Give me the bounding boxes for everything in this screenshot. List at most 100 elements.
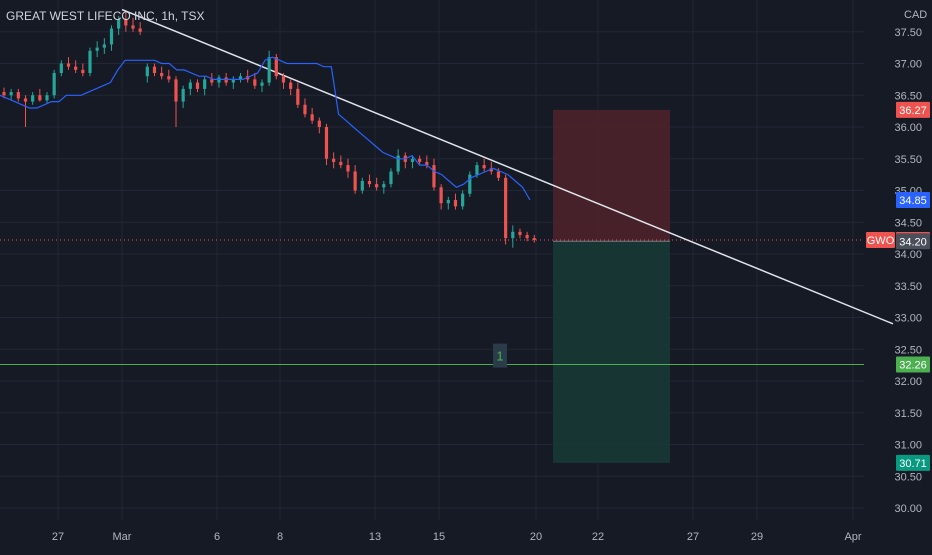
- candle[interactable]: [9, 88, 13, 101]
- candle[interactable]: [382, 180, 386, 194]
- candle[interactable]: [489, 161, 493, 175]
- candle[interactable]: [195, 79, 200, 93]
- overlay-line[interactable]: [0, 56, 531, 201]
- candle[interactable]: [289, 79, 293, 96]
- candle-body: [367, 180, 372, 185]
- take-profit-zone[interactable]: [553, 241, 670, 463]
- y-tick-label: 30.00: [894, 503, 922, 515]
- candle[interactable]: [418, 155, 422, 166]
- candle[interactable]: [310, 107, 314, 124]
- candle[interactable]: [160, 66, 164, 80]
- x-tick-label: 8: [277, 531, 283, 543]
- candle[interactable]: [16, 88, 20, 102]
- candle[interactable]: [504, 174, 508, 245]
- y-tick-label: 32.00: [894, 376, 922, 388]
- candle[interactable]: [66, 57, 71, 70]
- candle[interactable]: [482, 158, 486, 172]
- candle[interactable]: [131, 17, 135, 32]
- candle[interactable]: [217, 74, 221, 88]
- candle-body: [217, 77, 221, 83]
- candle[interactable]: [267, 50, 271, 86]
- candles[interactable]: [2, 12, 536, 248]
- candle-body: [145, 66, 149, 77]
- candle[interactable]: [59, 60, 63, 77]
- candle[interactable]: [253, 73, 257, 89]
- candle[interactable]: [532, 234, 536, 243]
- reference-lines[interactable]: 1: [0, 8, 894, 368]
- candle[interactable]: [432, 158, 436, 191]
- candle[interactable]: [167, 69, 171, 83]
- candle[interactable]: [188, 79, 192, 96]
- candle[interactable]: [31, 92, 35, 105]
- candle[interactable]: [124, 12, 128, 32]
- chart-title[interactable]: GREAT WEST LIFECO INC, 1h, TSX: [6, 9, 205, 23]
- candle[interactable]: [468, 171, 472, 197]
- candle[interactable]: [117, 15, 121, 35]
- candle[interactable]: [296, 82, 300, 108]
- candle[interactable]: [410, 155, 415, 169]
- candle[interactable]: [360, 177, 364, 194]
- candle-body: [432, 165, 436, 188]
- candle[interactable]: [281, 73, 286, 89]
- candle[interactable]: [203, 76, 207, 96]
- price-badge: 30.71: [896, 454, 930, 471]
- candle[interactable]: [109, 25, 114, 51]
- marker-label[interactable]: 1: [496, 349, 503, 364]
- candle[interactable]: [52, 69, 56, 99]
- candle[interactable]: [95, 41, 99, 58]
- candle[interactable]: [461, 190, 465, 210]
- candle[interactable]: [181, 85, 185, 108]
- overlay-indicator[interactable]: [0, 56, 531, 201]
- trendline[interactable]: [121, 8, 894, 325]
- candle[interactable]: [45, 92, 49, 103]
- symbol-badge: GWO: [866, 232, 895, 249]
- candle[interactable]: [145, 63, 149, 83]
- candle[interactable]: [74, 60, 78, 74]
- candle[interactable]: [38, 88, 42, 102]
- candle[interactable]: [518, 228, 522, 239]
- y-tick-label: 36.50: [894, 90, 922, 102]
- candle[interactable]: [353, 165, 357, 194]
- candle-body: [9, 92, 13, 96]
- candle[interactable]: [511, 225, 515, 248]
- candle-body: [131, 25, 135, 29]
- candle[interactable]: [174, 76, 178, 127]
- candle[interactable]: [88, 47, 92, 77]
- grid-lines: [0, 0, 864, 520]
- candle[interactable]: [339, 155, 343, 169]
- candle[interactable]: [439, 184, 443, 210]
- candle[interactable]: [152, 63, 157, 77]
- candle[interactable]: [238, 73, 243, 83]
- candle[interactable]: [210, 73, 214, 86]
- candle[interactable]: [260, 79, 264, 93]
- candle[interactable]: [346, 158, 350, 178]
- candle-body: [88, 50, 92, 74]
- candle[interactable]: [446, 196, 450, 210]
- candle[interactable]: [396, 149, 400, 175]
- candle[interactable]: [81, 63, 85, 77]
- candle[interactable]: [317, 117, 321, 134]
- candle[interactable]: [375, 177, 379, 191]
- candle[interactable]: [453, 193, 458, 210]
- currency-label: CAD: [904, 9, 927, 21]
- candle-body: [489, 168, 493, 172]
- candle[interactable]: [525, 231, 529, 242]
- candle[interactable]: [332, 152, 336, 169]
- candle[interactable]: [425, 155, 429, 169]
- position-zones[interactable]: [553, 109, 670, 463]
- candle[interactable]: [324, 123, 329, 166]
- candle[interactable]: [367, 174, 372, 188]
- candle[interactable]: [138, 22, 142, 35]
- symbol-badge-bg: [866, 232, 895, 249]
- marker-box[interactable]: [493, 343, 507, 368]
- candle[interactable]: [23, 95, 28, 127]
- candle-body: [375, 184, 379, 188]
- candle[interactable]: [231, 76, 235, 89]
- stop-loss-zone[interactable]: [553, 109, 670, 242]
- price-badge-text: 34.85: [899, 195, 927, 207]
- candle[interactable]: [303, 98, 307, 118]
- candle[interactable]: [102, 38, 106, 54]
- candle[interactable]: [389, 168, 393, 188]
